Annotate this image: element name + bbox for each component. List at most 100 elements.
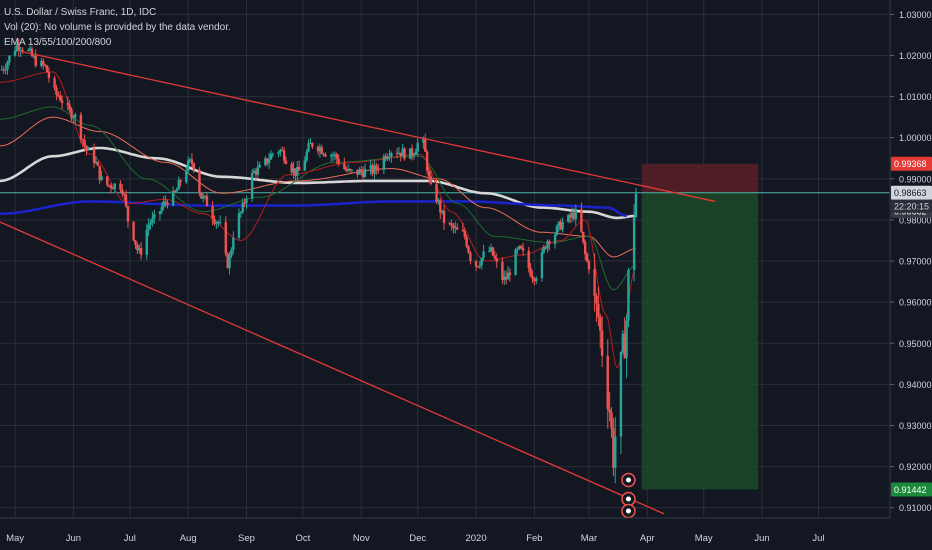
symbol-title[interactable]: U.S. Dollar / Swiss Franc, 1D, IDC xyxy=(4,7,157,18)
candle-down xyxy=(520,245,523,249)
candle-down xyxy=(612,428,615,468)
ema-lines xyxy=(0,71,637,369)
price-axis xyxy=(890,0,932,550)
candle-up xyxy=(4,69,7,71)
candle-up xyxy=(267,159,271,164)
candle-up xyxy=(440,210,444,213)
candle-down xyxy=(395,152,399,154)
candle-down xyxy=(111,188,115,190)
ema-indicator-label[interactable]: EMA 13/55/100/200/800 xyxy=(4,37,112,48)
candle-down xyxy=(348,168,352,171)
candle-down xyxy=(134,240,137,245)
candle-up xyxy=(363,168,367,177)
candle-up xyxy=(570,212,574,218)
candle-down xyxy=(450,223,453,226)
candle-down xyxy=(68,104,71,110)
candle-down xyxy=(173,191,177,193)
candle-up xyxy=(87,148,90,151)
candle-down xyxy=(136,244,139,251)
candle-down xyxy=(597,303,600,318)
candle-up xyxy=(113,183,116,190)
candle-down xyxy=(361,171,365,177)
candle-down xyxy=(55,87,58,95)
candle-up xyxy=(250,172,254,199)
candle-up xyxy=(237,213,241,238)
candle-up xyxy=(488,250,491,252)
price-label-tag xyxy=(891,482,932,497)
candle-down xyxy=(606,355,609,410)
candle-up xyxy=(171,191,175,206)
candle-down xyxy=(79,114,83,140)
x-tick-label: Sep xyxy=(238,533,255,544)
volume-indicator-label[interactable]: Vol (20): No volume is provided by the d… xyxy=(4,22,231,33)
x-tick-label: Mar xyxy=(581,533,597,544)
x-tick-label: May xyxy=(6,533,24,544)
candle-down xyxy=(521,248,525,251)
candle-down xyxy=(474,261,478,267)
candle-up xyxy=(358,169,361,175)
candle-down xyxy=(427,170,431,177)
position-tool xyxy=(0,163,890,490)
candle-up xyxy=(162,201,165,207)
x-tick-label: Jun xyxy=(66,533,81,544)
candle-up xyxy=(627,269,630,321)
candle-down xyxy=(384,156,387,160)
candle-down xyxy=(610,412,613,429)
candle-down xyxy=(200,192,203,199)
y-tick-label: 1.00000 xyxy=(899,133,932,143)
candle-up xyxy=(555,225,559,235)
y-tick-label: 0.93000 xyxy=(899,421,932,431)
candle-up xyxy=(390,152,393,157)
candle-down xyxy=(593,269,596,297)
candle-down xyxy=(166,202,169,206)
candle-up xyxy=(13,50,17,56)
candle-up xyxy=(188,159,192,161)
candle-up xyxy=(540,252,544,279)
candle-down xyxy=(30,48,34,57)
x-tick-label: Apr xyxy=(640,533,655,544)
legend: U.S. Dollar / Swiss Franc, 1D, IDC Vol (… xyxy=(4,5,231,50)
candle-down xyxy=(531,276,534,279)
x-tick-label: Jun xyxy=(754,533,769,544)
candle-down xyxy=(548,241,551,245)
candle-up xyxy=(279,149,282,153)
candle-down xyxy=(282,150,286,161)
candle-up xyxy=(546,241,549,249)
candle-down xyxy=(17,45,21,51)
candle-down xyxy=(377,169,380,171)
candle-up xyxy=(292,168,295,173)
candle-up xyxy=(100,176,103,181)
candle-down xyxy=(465,236,468,247)
candle-up xyxy=(160,206,164,212)
x-tick-label: 2020 xyxy=(465,533,486,544)
y-tick-label: 0.97000 xyxy=(899,257,932,267)
candle-up xyxy=(153,214,156,219)
candle-up xyxy=(185,171,188,183)
candle-down xyxy=(70,109,73,119)
candle-up xyxy=(28,48,32,51)
candle-down xyxy=(544,247,547,249)
candle-down xyxy=(467,246,470,253)
candle-up xyxy=(437,200,440,203)
candle-down xyxy=(504,276,508,280)
x-tick-label: Oct xyxy=(296,533,311,544)
candle-down xyxy=(164,201,167,203)
candle-down xyxy=(83,140,86,146)
candle-up xyxy=(149,222,152,225)
candle-down xyxy=(57,94,60,96)
candle-down xyxy=(205,195,209,207)
candle-down xyxy=(448,223,451,225)
candle-up xyxy=(397,152,401,154)
candle-down xyxy=(568,215,572,218)
candle-down xyxy=(124,194,128,207)
event-marker-dot-icon xyxy=(625,477,631,483)
candle-down xyxy=(324,154,327,157)
price-label: 0.91442 xyxy=(894,485,927,495)
candle-up xyxy=(350,169,354,171)
candle-down xyxy=(469,252,472,262)
candle-up xyxy=(32,55,36,57)
candle-down xyxy=(284,160,288,164)
y-tick-label: 1.01000 xyxy=(899,92,932,102)
